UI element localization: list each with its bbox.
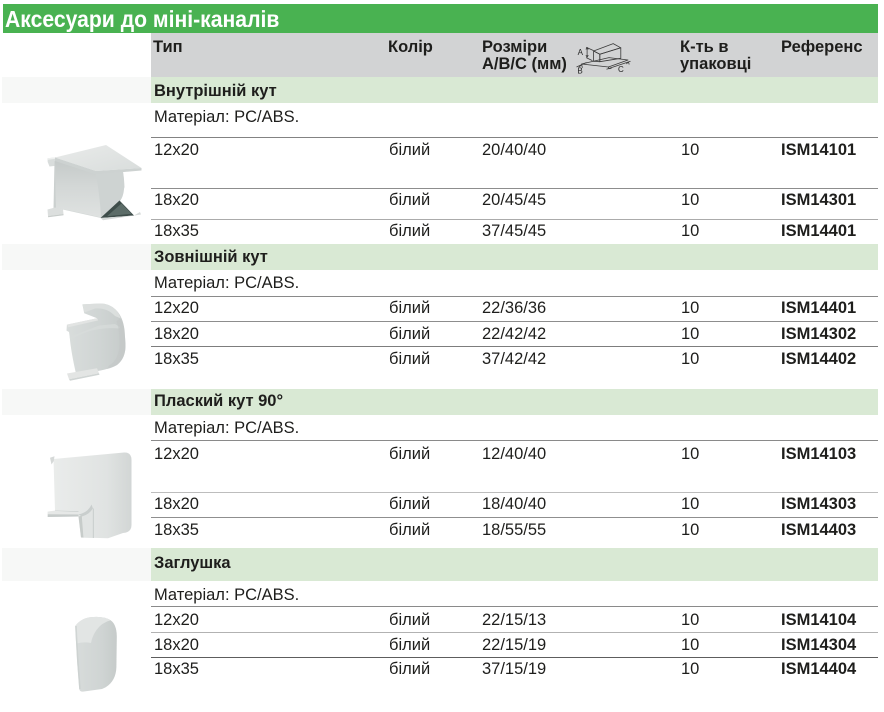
svg-text:C: C: [618, 65, 624, 74]
svg-text:A: A: [578, 48, 584, 57]
svg-text:B: B: [577, 67, 582, 76]
